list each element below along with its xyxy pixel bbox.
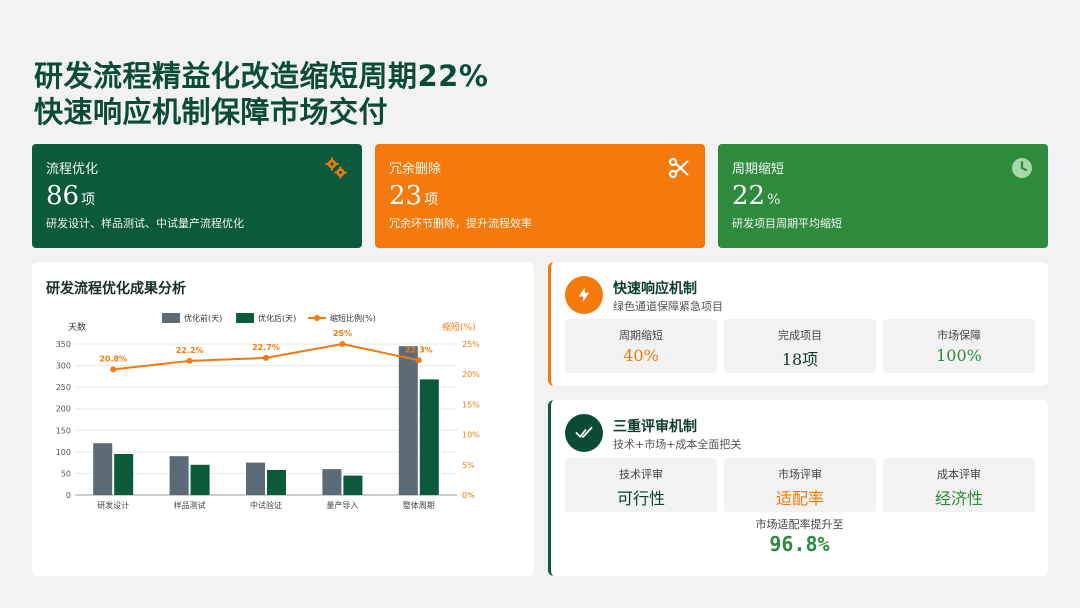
metric-value: 100%: [936, 346, 982, 365]
legend-marker: [314, 315, 320, 321]
metric-label: 周期缩短: [619, 329, 663, 342]
kpi-value: 22%: [732, 181, 781, 211]
clock-icon: [1012, 158, 1032, 178]
card-title: 三重评审机制: [613, 419, 697, 435]
y-tick-left: 300: [56, 362, 71, 371]
kpi-value: 86 项: [46, 181, 96, 211]
metric-cost-review: 成本评审 经济性: [883, 458, 1035, 512]
kpi-description: 研发设计、样品测试、中试量产流程优化: [46, 217, 244, 230]
y-tick-right: 20%: [462, 370, 480, 379]
bar-before: [93, 443, 113, 495]
quick-response-card: 快速响应机制 绿色通道保障紧急项目 周期缩短 40% 完成项目 18项 市场保障…: [548, 262, 1048, 386]
legend-swatch: [236, 313, 254, 323]
bar-after: [114, 454, 134, 495]
page-title: 研发流程精益化改造缩短周期22% 快速响应机制保障市场交付: [34, 58, 488, 130]
kpi-label: 冗余删除: [389, 162, 442, 177]
y-tick-left: 150: [56, 426, 71, 435]
metric-label: 技术评审: [619, 468, 663, 481]
kpi-description: 研发项目周期平均缩短: [732, 217, 842, 230]
title-line-1: 研发流程精益化改造缩短周期22%: [34, 59, 489, 93]
line-point: [110, 366, 117, 373]
metric-value: 40%: [623, 346, 659, 365]
triple-review-card: 三重评审机制 技术+市场+成本全面把关 技术评审 可行性 市场评审 适配率 成本…: [548, 400, 1048, 576]
metric-completed-projects: 完成项目 18项: [724, 319, 876, 373]
kpi-label: 流程优化: [46, 162, 99, 177]
bar-before: [169, 456, 189, 495]
bar-after: [419, 379, 439, 495]
scissors-icon: [668, 157, 689, 179]
y-tick-left: 0: [66, 491, 71, 500]
x-tick-label: 量产导入: [326, 500, 358, 510]
y-tick-right: 0%: [462, 491, 475, 500]
x-tick-label: 中试验证: [250, 500, 282, 510]
line-point: [186, 357, 193, 364]
y-tick-right: 10%: [462, 431, 480, 440]
gears-icon: [325, 157, 347, 179]
y-axis-label-right: 缩短(%): [442, 321, 476, 333]
card-title: 快速响应机制: [613, 281, 697, 297]
line-point: [415, 357, 422, 364]
final-label: 市场适配率提升至: [755, 518, 844, 531]
metric-value: 经济性: [934, 489, 983, 508]
kpi-description: 冗余环节删除，提升流程效率: [389, 217, 532, 230]
data-label: 20.8%: [99, 354, 127, 363]
legend-label: 缩短比例(%): [330, 313, 376, 323]
y-tick-right: 15%: [462, 400, 480, 409]
bar-before: [246, 462, 265, 495]
bar-after: [190, 464, 210, 495]
bar-before: [398, 346, 418, 495]
data-label: 25%: [333, 329, 352, 338]
metric-label: 完成项目: [778, 329, 822, 342]
y-tick-left: 200: [56, 405, 71, 414]
kpi-value: 23 项: [389, 181, 439, 211]
metric-market-guarantee: 市场保障 100%: [883, 319, 1035, 373]
metric-technical-review: 技术评审 可行性: [565, 458, 717, 512]
bar-after: [267, 469, 286, 495]
bar-after: [343, 475, 363, 495]
bar-line-chart: 0 50 100 150 200 250 300 350 0% 5% 10% 15% 20% 25% 天数 缩…: [56, 313, 480, 510]
metric-label: 市场保障: [937, 329, 981, 342]
data-label: 22.2%: [176, 346, 204, 355]
chart-panel: 研发流程优化成果分析 0 50 100 150 200 250 300 350 0% 5% 10% 1…: [32, 262, 534, 576]
data-label: 22.3%: [405, 345, 433, 354]
y-tick-left: 350: [56, 340, 71, 349]
legend-swatch: [162, 313, 180, 323]
legend-label: 优化后(天): [258, 313, 296, 323]
bar-before: [322, 469, 342, 495]
kpi-card-process-optimization: 流程优化 86 项 研发设计、样品测试、中试量产流程优化: [32, 144, 362, 248]
metric-label: 成本评审: [937, 468, 981, 481]
y-tick-right: 5%: [462, 461, 475, 470]
line-point: [263, 354, 269, 361]
y-tick-left: 100: [56, 448, 71, 457]
legend-label: 优化前(天): [184, 313, 222, 323]
y-axis-label-left: 天数: [68, 321, 86, 333]
check-icon-badge: [565, 414, 603, 452]
lightning-icon-badge: [565, 276, 603, 314]
check-icon: [575, 426, 593, 438]
metric-label: 市场评审: [778, 468, 822, 481]
metric-value: 18项: [781, 350, 819, 369]
kpi-card-cycle-reduction: 周期缩短 22% 研发项目周期平均缩短: [718, 144, 1048, 248]
title-line-2: 快速响应机制保障市场交付: [34, 95, 389, 129]
card-subtitle: 绿色通道保障紧急项目: [613, 300, 723, 313]
metric-cycle-reduction: 周期缩短 40%: [565, 319, 717, 373]
chart-title: 研发流程优化成果分析: [46, 281, 186, 297]
final-value: 96.8%: [769, 532, 830, 556]
card-subtitle: 技术+市场+成本全面把关: [613, 438, 742, 451]
lightning-icon: [578, 287, 590, 303]
line-point: [339, 341, 346, 347]
kpi-label: 周期缩短: [732, 162, 785, 177]
x-tick-label: 整体周期: [403, 500, 435, 510]
metric-value: 可行性: [616, 489, 665, 508]
metric-market-review: 市场评审 适配率: [724, 458, 876, 512]
x-tick-label: 样品测试: [174, 500, 206, 510]
y-tick-left: 50: [61, 469, 71, 478]
data-label: 22.7%: [252, 343, 280, 352]
y-tick-right: 25%: [462, 340, 480, 349]
kpi-card-redundancy-removal: 冗余删除 23 项 冗余环节删除，提升流程效率: [375, 144, 705, 248]
metric-value: 适配率: [775, 489, 824, 508]
y-tick-left: 250: [56, 383, 71, 392]
x-tick-label: 研发设计: [97, 500, 129, 510]
